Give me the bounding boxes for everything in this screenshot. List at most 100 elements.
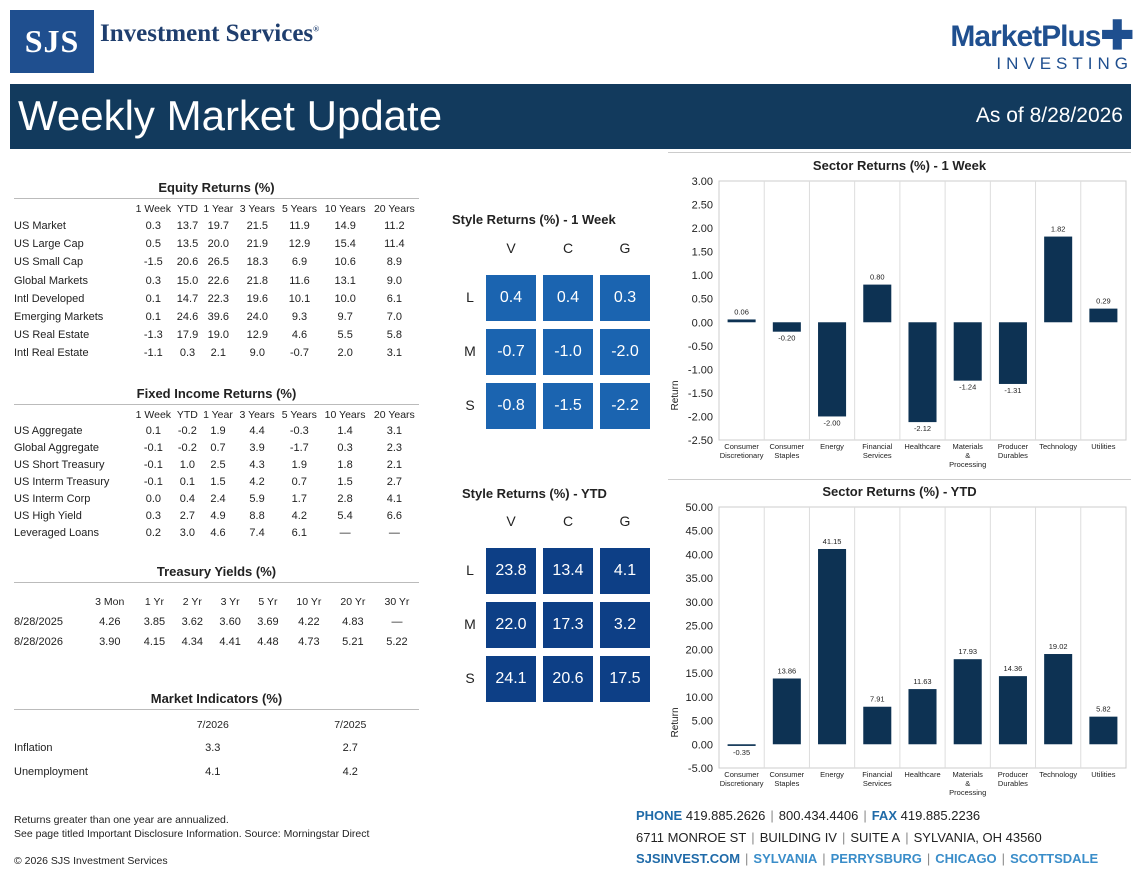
sector-bar bbox=[727, 319, 756, 323]
city-link-perrysburg[interactable]: PERRYSBURG bbox=[830, 851, 922, 866]
style-cell: -2.0 bbox=[600, 329, 650, 375]
table-row: 8/28/2026 3.90 4.15 4.34 4.41 4.48 4.73 5.21 5.2… bbox=[14, 632, 419, 652]
table-cell: 4.2 bbox=[342, 766, 358, 778]
row-label: Emerging Markets bbox=[14, 311, 104, 324]
table-row: Unemployment 4.1 4.2 bbox=[14, 760, 419, 784]
table-cell: 20.0 bbox=[207, 238, 230, 251]
table-cell: 39.6 bbox=[207, 311, 230, 324]
row-label: US Small Cap bbox=[14, 256, 84, 269]
city-link-scottsdale[interactable]: SCOTTSDALE bbox=[1010, 851, 1099, 866]
style-column-header: V bbox=[506, 513, 516, 529]
bar-value-label: -1.24 bbox=[959, 383, 976, 392]
table-row: Global Aggregate -0.1 -0.2 0.7 3.9 -1.7 0.3 2.3 bbox=[14, 440, 419, 457]
header-spacer bbox=[14, 714, 144, 736]
divider: | bbox=[1001, 851, 1006, 866]
website-link[interactable]: SJSINVEST.COM bbox=[636, 851, 741, 866]
table-cell: 0.1 bbox=[145, 292, 161, 305]
table-cell: — bbox=[339, 526, 351, 539]
bar-value-label: 0.80 bbox=[870, 273, 885, 282]
x-category-label: Energy bbox=[820, 770, 844, 779]
divider: | bbox=[863, 808, 867, 823]
y-tick-label: 10.00 bbox=[685, 692, 713, 704]
table-cell: 10.1 bbox=[288, 292, 311, 305]
city-link-chicago[interactable]: CHICAGO bbox=[935, 851, 997, 866]
y-tick-label: -1.00 bbox=[688, 364, 713, 376]
table-cell: 2.7 bbox=[179, 509, 195, 522]
table-cell: 2.3 bbox=[386, 442, 402, 455]
bar-value-label: 14.36 bbox=[1004, 664, 1023, 673]
table-cell: 9.3 bbox=[291, 311, 308, 324]
row-label: US Aggregate bbox=[14, 425, 83, 438]
sector-bar bbox=[1089, 308, 1118, 323]
x-category-label: Financial bbox=[862, 442, 892, 451]
table-cell: -1.5 bbox=[143, 256, 163, 269]
table-cell: 3.90 bbox=[99, 636, 121, 648]
bar-value-label: -2.00 bbox=[824, 418, 841, 427]
row-label: US Interm Treasury bbox=[14, 476, 110, 489]
table-row: US Real Estate -1.3 17.9 19.0 12.9 4.6 5.5 5.8 bbox=[14, 326, 419, 344]
table-cell: 15.4 bbox=[334, 238, 356, 251]
fax-number: 419.885.2236 bbox=[900, 808, 981, 823]
x-category-label: Discretionary bbox=[720, 451, 764, 460]
table-cell: 0.3 bbox=[145, 509, 161, 522]
table-cell: 21.8 bbox=[246, 274, 269, 287]
sector-bar bbox=[772, 678, 801, 745]
table-cell: 8.9 bbox=[386, 256, 403, 269]
table-row: Inflation 3.3 2.7 bbox=[14, 736, 419, 760]
marketplus-logo: MarketPlus✚ INVESTING bbox=[950, 16, 1134, 74]
row-label: Inflation bbox=[14, 742, 53, 754]
treasury-title: Treasury Yields (%) bbox=[14, 564, 419, 583]
style-cell: 13.4 bbox=[543, 548, 593, 594]
table-cell: 3.9 bbox=[249, 442, 265, 455]
table-row: US Interm Corp 0.0 0.4 2.4 5.9 1.7 2.8 4.1 bbox=[14, 491, 419, 508]
equity-title: Equity Returns (%) bbox=[14, 180, 419, 199]
divider: | bbox=[751, 830, 755, 845]
x-category-label: Technology bbox=[1039, 442, 1077, 451]
plus-icon: ✚ bbox=[1100, 14, 1134, 58]
phone-number[interactable]: 419.885.2626 bbox=[685, 808, 766, 823]
table-cell: 1.7 bbox=[291, 493, 307, 505]
copyright: © 2026 SJS Investment Services bbox=[14, 855, 168, 867]
x-category-label: Services bbox=[863, 451, 892, 460]
table-cell: 4.9 bbox=[210, 509, 226, 522]
column-header: 7/2026 bbox=[196, 719, 229, 731]
table-cell: 5.4 bbox=[337, 509, 353, 522]
city-link-sylvania[interactable]: SYLVANIA bbox=[753, 851, 818, 866]
table-cell: 17.9 bbox=[176, 329, 199, 342]
table-cell: -0.7 bbox=[290, 347, 309, 360]
y-tick-label: 0.50 bbox=[692, 294, 713, 306]
sector-ytd-title: Sector Returns (%) - YTD bbox=[822, 484, 977, 499]
table-cell: 4.3 bbox=[249, 459, 265, 472]
table-cell: 0.3 bbox=[179, 347, 196, 360]
table-cell: 10.0 bbox=[334, 292, 356, 305]
divider: | bbox=[745, 851, 749, 866]
logo-name-text: Investment Services bbox=[100, 20, 314, 47]
table-cell: 4.1 bbox=[386, 493, 402, 505]
table-cell: 4.2 bbox=[291, 509, 307, 522]
x-category-label: Processing bbox=[949, 788, 986, 797]
table-cell: 2.5 bbox=[210, 459, 226, 472]
table-cell: 6.1 bbox=[291, 526, 307, 539]
bar-value-label: 0.06 bbox=[734, 307, 749, 316]
table-cell: 4.1 bbox=[205, 766, 221, 778]
y-tick-label: 20.00 bbox=[685, 644, 713, 656]
sector-bar bbox=[953, 659, 982, 745]
phone-number-2[interactable]: 800.434.4406 bbox=[778, 808, 859, 823]
column-header: 3 Years bbox=[239, 203, 275, 215]
table-cell: 2.4 bbox=[210, 493, 226, 505]
column-header: 20 Years bbox=[373, 203, 415, 215]
style-cell: 24.1 bbox=[486, 656, 536, 702]
table-cell: -0.2 bbox=[177, 425, 197, 438]
table-cell: 22.3 bbox=[207, 292, 230, 305]
bar-value-label: -0.20 bbox=[778, 334, 795, 343]
y-tick-label: 2.50 bbox=[692, 200, 713, 212]
table-cell: 22.6 bbox=[207, 274, 230, 287]
table-row: 8/28/2025 4.26 3.85 3.62 3.60 3.69 4.22 4.83 — bbox=[14, 612, 419, 632]
table-header-row: 3 Mon 1 Yr 2 Yr 3 Yr 5 Yr 10 Yr 20 Yr 30 Yr bbox=[14, 592, 419, 612]
style-row-header: M bbox=[464, 343, 476, 359]
style-column-header: C bbox=[562, 513, 574, 529]
style-row-header: S bbox=[465, 397, 475, 413]
style-row-header: L bbox=[466, 562, 474, 578]
table-cell: 3.85 bbox=[143, 616, 166, 628]
x-category-label: Healthcare bbox=[904, 770, 940, 779]
